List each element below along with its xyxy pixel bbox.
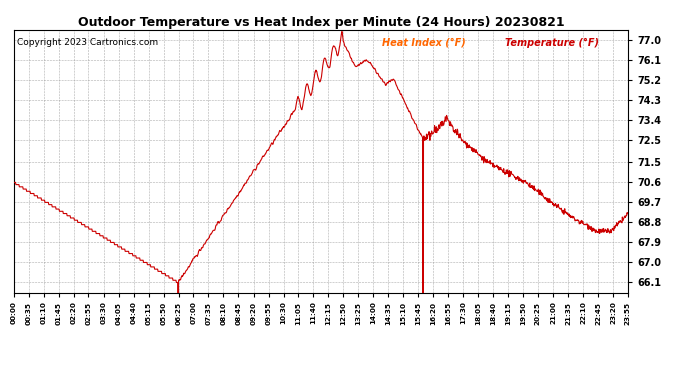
Text: Temperature (°F): Temperature (°F)	[505, 38, 599, 48]
Text: Heat Index (°F): Heat Index (°F)	[382, 38, 466, 48]
Text: Copyright 2023 Cartronics.com: Copyright 2023 Cartronics.com	[17, 38, 158, 47]
Title: Outdoor Temperature vs Heat Index per Minute (24 Hours) 20230821: Outdoor Temperature vs Heat Index per Mi…	[77, 16, 564, 29]
